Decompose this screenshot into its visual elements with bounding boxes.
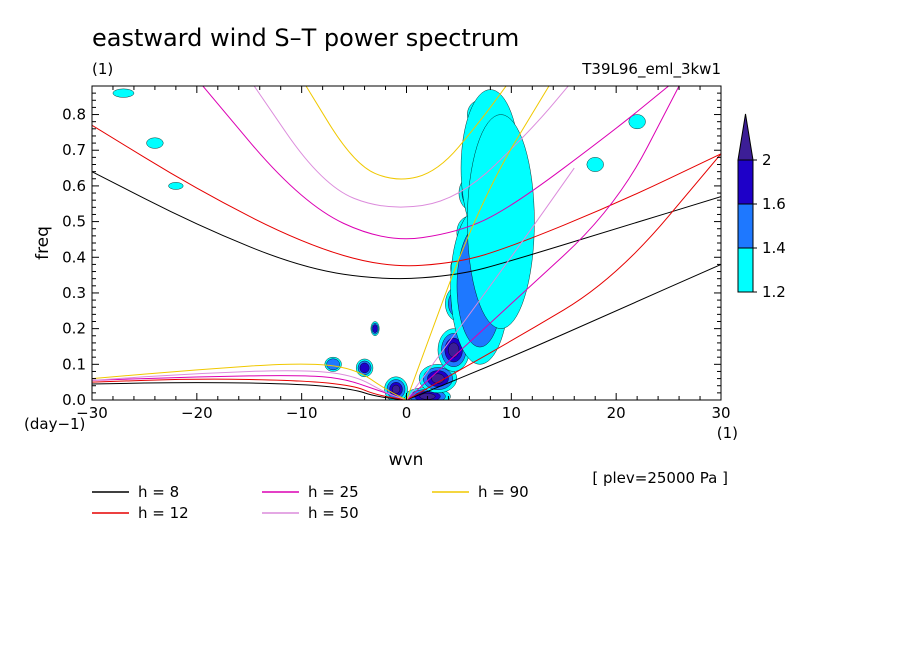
legend-label: h = 90 <box>478 483 529 501</box>
plev-note: [ plev=25000 Pa ] <box>592 469 728 487</box>
dispersion-curve-rossby <box>92 375 407 400</box>
colorbar-label: 1.2 <box>762 283 786 301</box>
dispersion-curve-rossby <box>92 363 407 400</box>
x-tick-label: 10 <box>502 404 521 422</box>
dispersion-curve-kelvin <box>406 153 721 400</box>
legend-label: h = 25 <box>308 483 359 501</box>
x-tick-label: −20 <box>181 404 213 422</box>
power-blob <box>467 114 535 329</box>
y-tick-label: 0.2 <box>62 320 86 338</box>
colorbar-label: 1.6 <box>762 195 786 213</box>
x-axis-label: wvn <box>389 450 424 470</box>
y-unit-label: (day−1) <box>24 415 85 433</box>
power-blob <box>326 358 340 371</box>
power-blob <box>168 182 184 190</box>
dispersion-curve-kelvin <box>406 86 550 400</box>
chart-title: eastward wind S–T power spectrum <box>92 24 519 52</box>
power-blob <box>372 324 378 333</box>
x-tick-label: 30 <box>711 404 730 422</box>
power-contours <box>112 88 646 400</box>
power-blob <box>112 88 135 98</box>
colorbar-segment <box>737 247 754 293</box>
dispersion-curve-ig <box>92 124 721 267</box>
y-tick-label: 0.7 <box>62 141 86 159</box>
colorbar-label: 1.4 <box>762 239 786 257</box>
legend: h = 8 h = 12 h = 25 h = 50 h = 90 <box>92 483 529 522</box>
power-blob <box>146 137 164 149</box>
y-tick-label: 0.6 <box>62 177 86 195</box>
dispersion-curve-rossby <box>92 382 407 400</box>
chart-run-label: T39L96_eml_3kw1 <box>581 60 721 79</box>
dispersion-curve-ig <box>202 86 669 240</box>
x-tick-label: 20 <box>607 404 626 422</box>
y-tick-label: 0.5 <box>62 213 86 231</box>
power-blob <box>586 157 604 172</box>
y-tick-label: 0.1 <box>62 355 86 373</box>
y-tick-label: 0.4 <box>62 248 86 266</box>
chart-unit-label: (1) <box>92 60 113 78</box>
y-tick-label: 0.0 <box>62 391 86 409</box>
colorbar-segment <box>737 159 754 205</box>
y-tick-label: 0.3 <box>62 284 86 302</box>
colorbar-arrow <box>737 113 754 161</box>
legend-label: h = 12 <box>138 504 189 522</box>
legend-label: h = 50 <box>308 504 359 522</box>
power-blob <box>359 362 370 374</box>
power-blob <box>391 384 401 394</box>
y-axis-label: freq <box>33 226 53 260</box>
x-tick-label: 0 <box>402 404 412 422</box>
power-blob <box>628 114 646 130</box>
dispersion-curve-kelvin <box>406 167 575 400</box>
plot-frame <box>91 85 722 401</box>
dispersion-curve-rossby <box>92 370 407 400</box>
legend-label: h = 8 <box>138 483 179 501</box>
x-tick-label: −30 <box>76 404 108 422</box>
x-tick-label: −10 <box>286 404 318 422</box>
x-unit-label: (1) <box>717 424 738 442</box>
dispersion-curve-ig <box>305 86 507 180</box>
dispersion-curve-kelvin <box>406 86 680 400</box>
dispersion-curve-ig <box>92 171 721 280</box>
colorbar-label: 2 <box>762 151 772 169</box>
dispersion-curves <box>92 86 721 400</box>
y-tick-label: 0.8 <box>62 106 86 124</box>
power-blob <box>448 342 460 358</box>
dispersion-curve-rossby <box>92 378 407 400</box>
dispersion-curve-kelvin <box>406 263 721 400</box>
colorbar: 2 1.6 1.4 1.2 <box>737 113 786 301</box>
colorbar-segment <box>737 203 754 249</box>
axis-ticks: −30 −20 −10 0 10 20 30 0.0 0.1 0.2 0.3 0.4 0.5 0.6 0.7… <box>62 85 731 422</box>
